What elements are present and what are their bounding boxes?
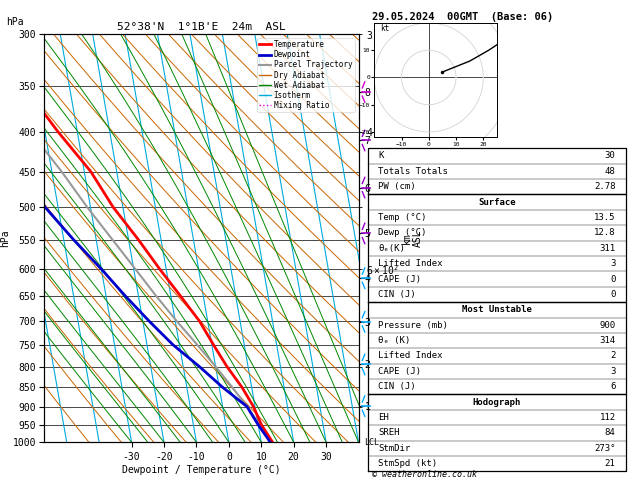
Text: 48: 48 xyxy=(605,167,616,176)
Text: Dewp (°C): Dewp (°C) xyxy=(378,228,426,237)
Text: 273°: 273° xyxy=(594,444,616,453)
Text: LCL: LCL xyxy=(364,438,379,447)
Text: 29.05.2024  00GMT  (Base: 06): 29.05.2024 00GMT (Base: 06) xyxy=(372,12,554,22)
Text: 84: 84 xyxy=(605,429,616,437)
Text: CAPE (J): CAPE (J) xyxy=(378,367,421,376)
Y-axis label: hPa: hPa xyxy=(0,229,10,247)
X-axis label: Dewpoint / Temperature (°C): Dewpoint / Temperature (°C) xyxy=(122,465,281,475)
Text: CIN (J): CIN (J) xyxy=(378,382,416,391)
Text: θₑ (K): θₑ (K) xyxy=(378,336,411,345)
Text: 6: 6 xyxy=(610,382,616,391)
Text: Lifted Index: Lifted Index xyxy=(378,259,443,268)
Text: 2: 2 xyxy=(610,351,616,361)
Text: Temp (°C): Temp (°C) xyxy=(378,213,426,222)
Text: kt: kt xyxy=(380,24,389,33)
Text: Most Unstable: Most Unstable xyxy=(462,305,532,314)
Text: hPa: hPa xyxy=(6,17,24,27)
Text: StmDir: StmDir xyxy=(378,444,411,453)
Y-axis label: km
ASL: km ASL xyxy=(401,229,423,247)
Text: Lifted Index: Lifted Index xyxy=(378,351,443,361)
Text: 0: 0 xyxy=(610,275,616,283)
Text: 12.8: 12.8 xyxy=(594,228,616,237)
Text: 0: 0 xyxy=(610,290,616,299)
Text: θₑ(K): θₑ(K) xyxy=(378,244,405,253)
Text: 900: 900 xyxy=(599,321,616,330)
Text: Surface: Surface xyxy=(478,198,516,207)
Text: 3: 3 xyxy=(610,367,616,376)
Text: © weatheronline.co.uk: © weatheronline.co.uk xyxy=(372,470,477,479)
Text: 21: 21 xyxy=(605,459,616,468)
Legend: Temperature, Dewpoint, Parcel Trajectory, Dry Adiabat, Wet Adiabat, Isotherm, Mi: Temperature, Dewpoint, Parcel Trajectory… xyxy=(257,38,355,112)
Text: StmSpd (kt): StmSpd (kt) xyxy=(378,459,437,468)
Text: PW (cm): PW (cm) xyxy=(378,182,416,191)
Text: CAPE (J): CAPE (J) xyxy=(378,275,421,283)
Text: K: K xyxy=(378,152,384,160)
Text: Hodograph: Hodograph xyxy=(473,398,521,407)
Text: 311: 311 xyxy=(599,244,616,253)
Text: SREH: SREH xyxy=(378,429,400,437)
Text: Totals Totals: Totals Totals xyxy=(378,167,448,176)
Text: 112: 112 xyxy=(599,413,616,422)
Text: Pressure (mb): Pressure (mb) xyxy=(378,321,448,330)
Text: CIN (J): CIN (J) xyxy=(378,290,416,299)
Text: 3: 3 xyxy=(610,259,616,268)
Text: 2.78: 2.78 xyxy=(594,182,616,191)
Text: EH: EH xyxy=(378,413,389,422)
Title: 52°38'N  1°1B'E  24m  ASL: 52°38'N 1°1B'E 24m ASL xyxy=(117,22,286,32)
Text: 314: 314 xyxy=(599,336,616,345)
Text: 13.5: 13.5 xyxy=(594,213,616,222)
Text: 30: 30 xyxy=(605,152,616,160)
